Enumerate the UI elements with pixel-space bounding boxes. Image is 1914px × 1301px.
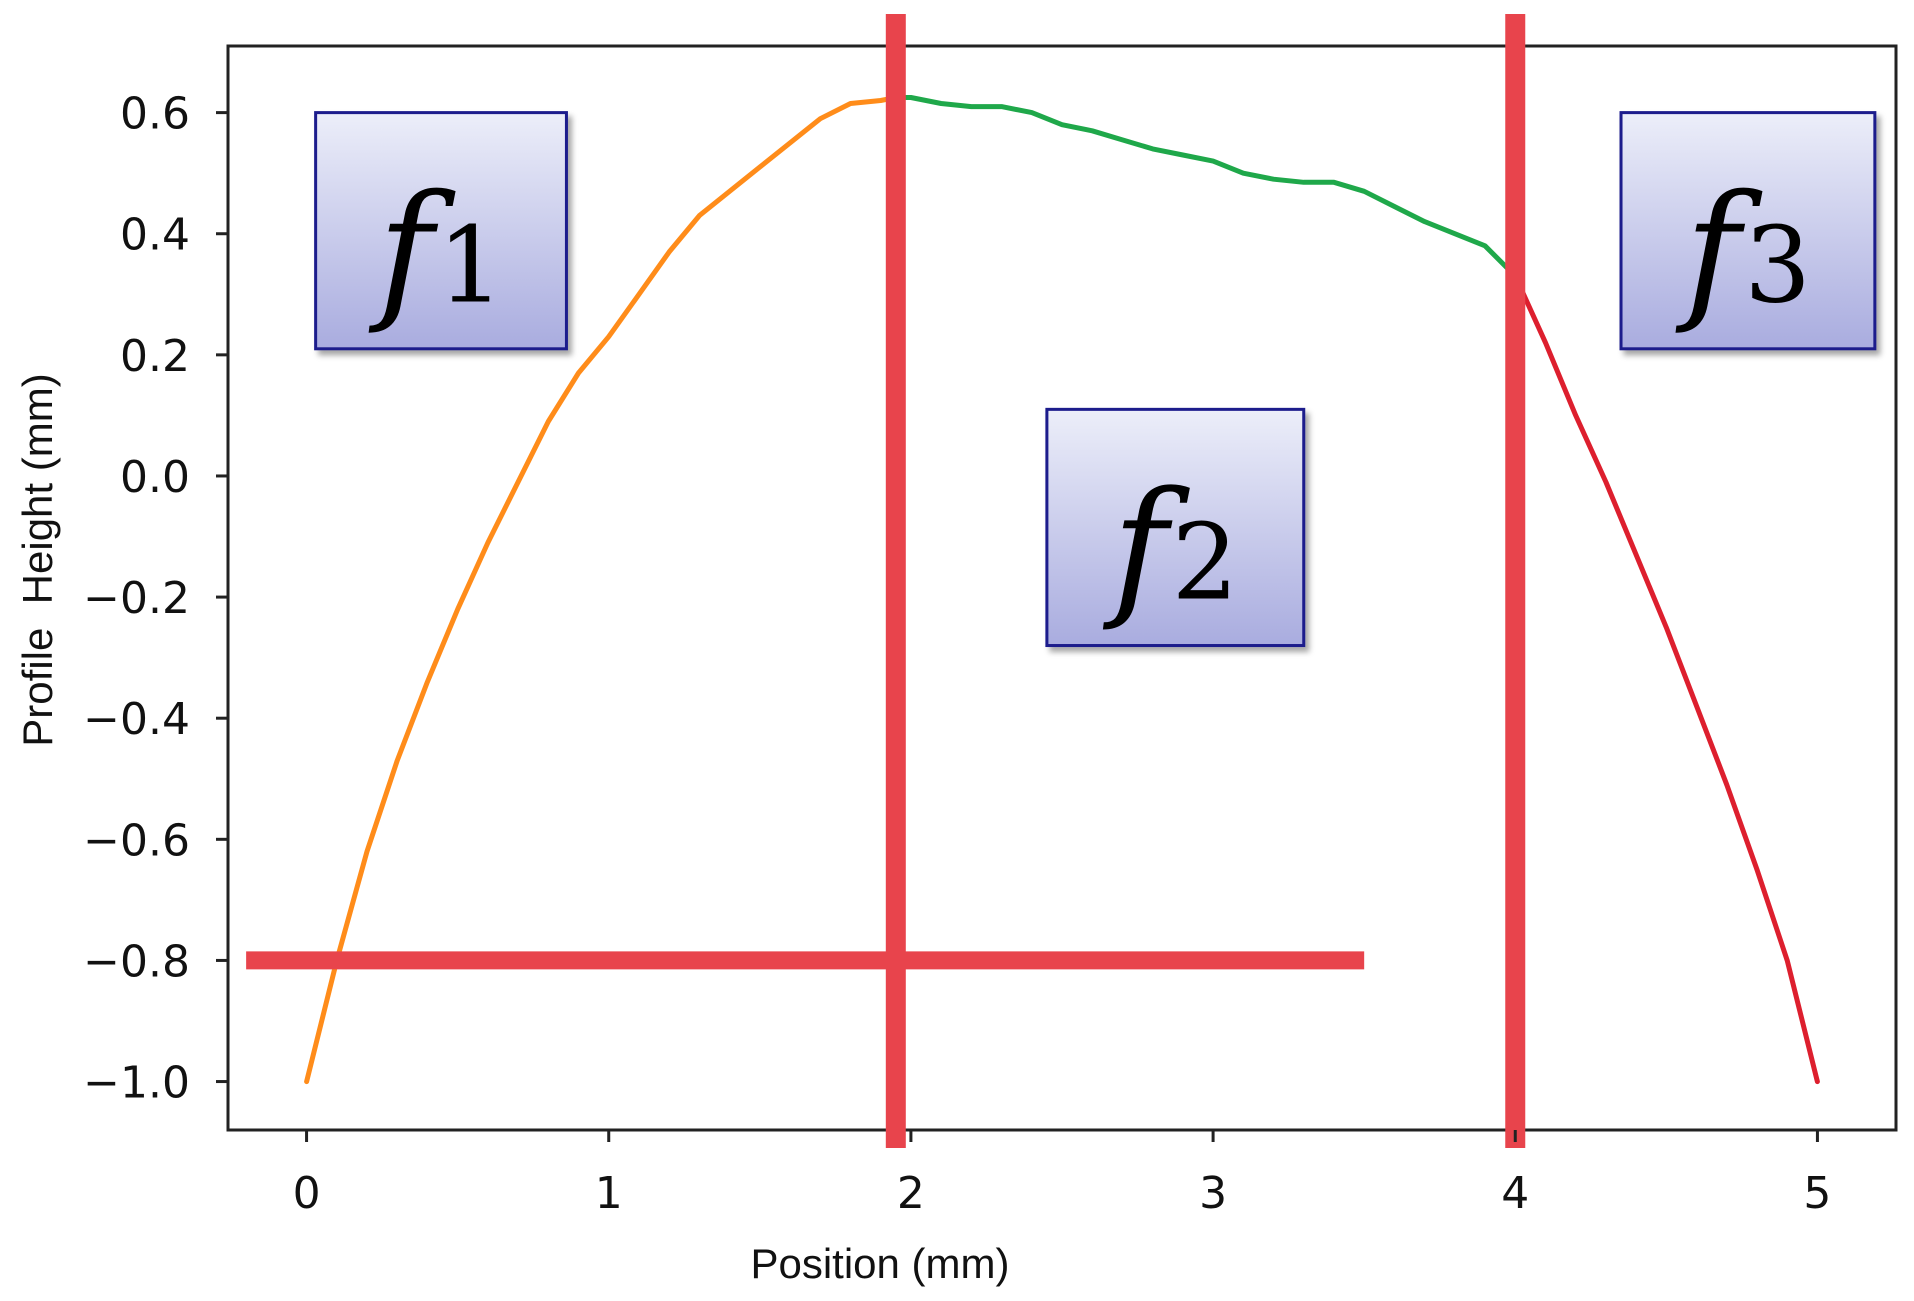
function-subscript: 2 bbox=[1172, 501, 1239, 623]
x-axis-ticks: 0 1 2 3 4 5 bbox=[293, 1130, 1831, 1219]
y-tick-label: −0.2 bbox=[83, 573, 190, 624]
y-tick-label: −0.8 bbox=[83, 936, 190, 987]
function-subscript: 3 bbox=[1744, 205, 1811, 327]
x-tick-label: 0 bbox=[293, 1168, 321, 1219]
function-box-bg bbox=[314, 111, 568, 351]
x-tick-label: 2 bbox=[897, 1168, 925, 1219]
function-box-bg bbox=[1619, 111, 1877, 351]
x-tick-label: 5 bbox=[1803, 1168, 1831, 1219]
y-tick-label: 0.0 bbox=[120, 452, 190, 503]
plot-frame bbox=[226, 44, 1898, 1132]
y-axis-title: Profile Height (mm) bbox=[14, 373, 61, 746]
x-axis-title: Position (mm) bbox=[750, 1240, 1009, 1287]
function-box-bg bbox=[1045, 407, 1306, 648]
function-box-f3: f3 bbox=[1619, 111, 1877, 351]
y-tick-label: 0.2 bbox=[120, 331, 190, 382]
function-subscript: 1 bbox=[437, 205, 504, 327]
x-tick-label: 1 bbox=[595, 1168, 623, 1219]
y-tick-label: −0.4 bbox=[83, 694, 190, 745]
y-tick-label: −1.0 bbox=[83, 1058, 190, 1109]
y-tick-label: 0.6 bbox=[120, 89, 190, 140]
function-boxes: f1 f2 f3 bbox=[314, 111, 1877, 648]
x-tick-label: 3 bbox=[1199, 1168, 1227, 1219]
y-axis-ticks: 0.6 0.4 0.2 0.0 −0.2 −0.4 −0.6 −0.8 −1.0 bbox=[83, 89, 228, 1109]
curves bbox=[304, 95, 1820, 1085]
y-tick-label: 0.4 bbox=[120, 210, 190, 261]
series-1-line bbox=[304, 95, 899, 1085]
x-tick-label: 4 bbox=[1501, 1168, 1529, 1219]
series-2-line bbox=[893, 95, 1518, 279]
series-3-line bbox=[1512, 273, 1820, 1085]
function-box-f2: f2 bbox=[1045, 407, 1306, 648]
annotation-lines bbox=[246, 14, 1526, 1148]
y-tick-label: −0.6 bbox=[83, 815, 190, 866]
function-box-f1: f1 bbox=[314, 111, 568, 351]
function-box-label: f3 bbox=[1675, 164, 1811, 338]
